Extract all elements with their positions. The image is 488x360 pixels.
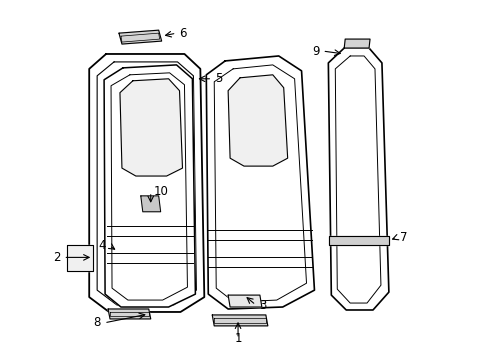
Text: 8: 8 (94, 316, 101, 329)
Polygon shape (119, 30, 162, 44)
Text: 9: 9 (311, 45, 319, 58)
Polygon shape (328, 235, 388, 246)
Polygon shape (120, 79, 182, 176)
Polygon shape (206, 56, 314, 309)
Text: 1: 1 (234, 332, 241, 345)
Text: 7: 7 (399, 231, 407, 244)
Polygon shape (344, 39, 369, 48)
Text: 6: 6 (179, 27, 186, 40)
Text: 4: 4 (99, 239, 106, 252)
Polygon shape (104, 65, 195, 307)
Polygon shape (228, 75, 287, 166)
Polygon shape (141, 196, 161, 212)
Polygon shape (212, 315, 267, 326)
Polygon shape (228, 295, 262, 307)
Text: 5: 5 (215, 72, 222, 85)
Polygon shape (108, 309, 150, 319)
Polygon shape (327, 48, 388, 310)
Text: 2: 2 (53, 251, 61, 264)
Text: 10: 10 (153, 185, 168, 198)
Text: 3: 3 (258, 298, 266, 311)
Polygon shape (67, 246, 93, 271)
Polygon shape (89, 54, 204, 312)
